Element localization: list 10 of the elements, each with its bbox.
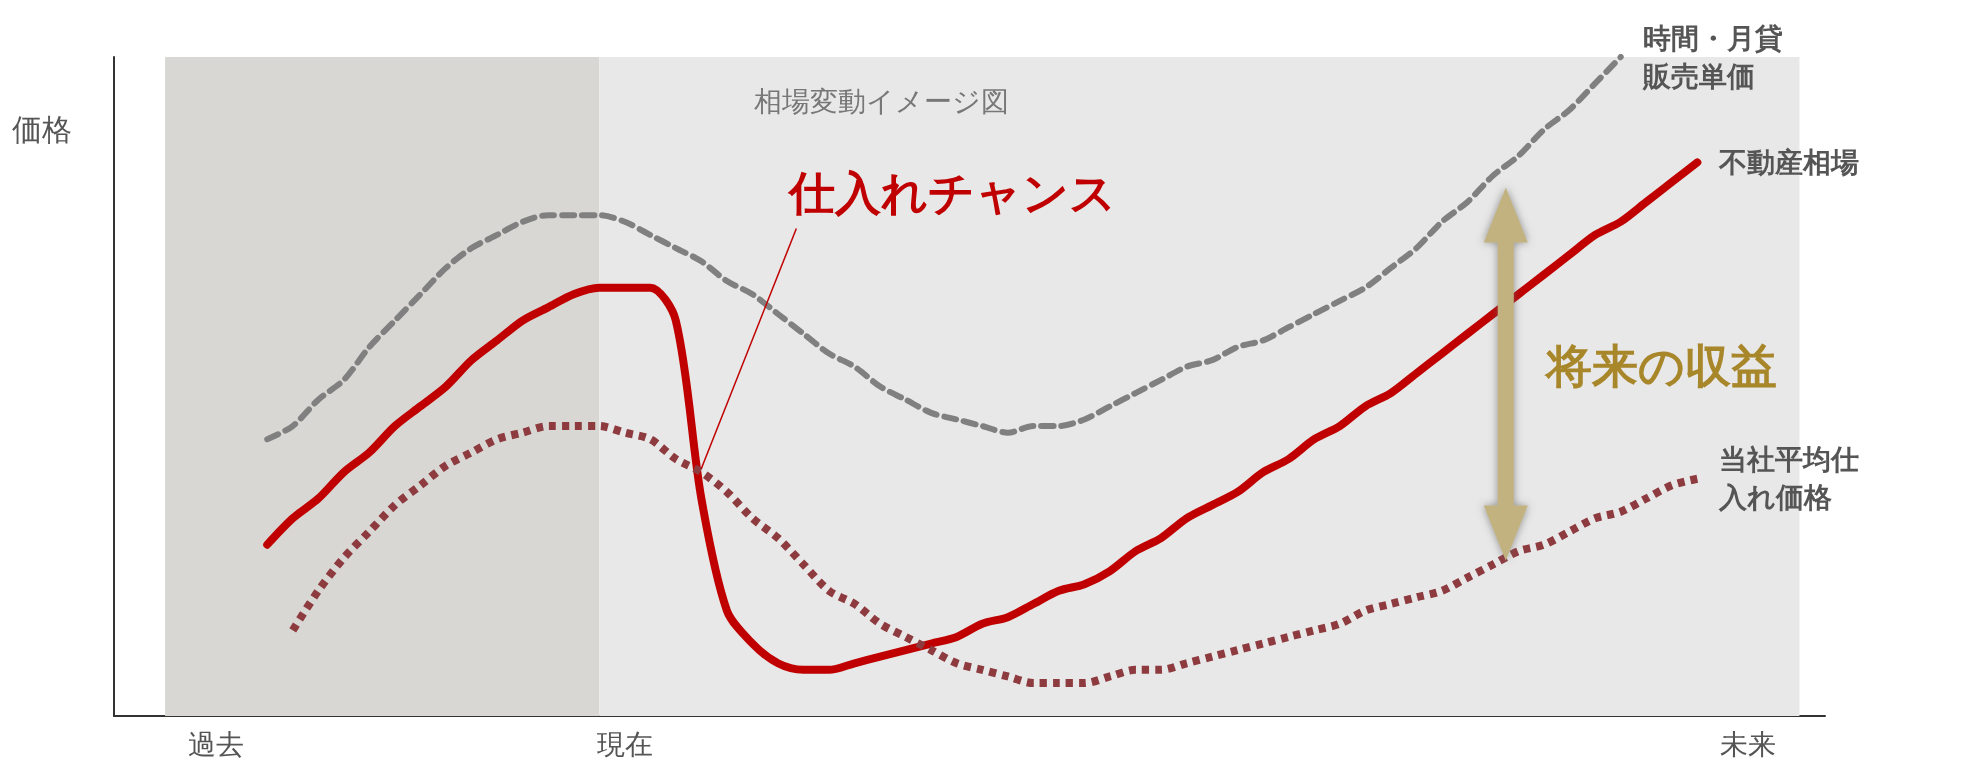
x-tick-label: 現在 [596,727,653,761]
annotation: 仕入れチャンス [787,165,1117,220]
series-label: 時間・月貸販売単価 [1641,21,1783,93]
annotation: 将来の収益 [1543,339,1777,394]
series-label: 当社平均仕入れ価格 [1718,443,1860,515]
x-tick-label: 過去 [188,727,245,761]
series-label: 不動産相場 [1718,145,1860,179]
x-tick-label: 未来 [1720,727,1777,761]
annotation: 相場変動イメージ図 [754,84,1010,118]
y-axis-title: 価格 [12,112,72,147]
